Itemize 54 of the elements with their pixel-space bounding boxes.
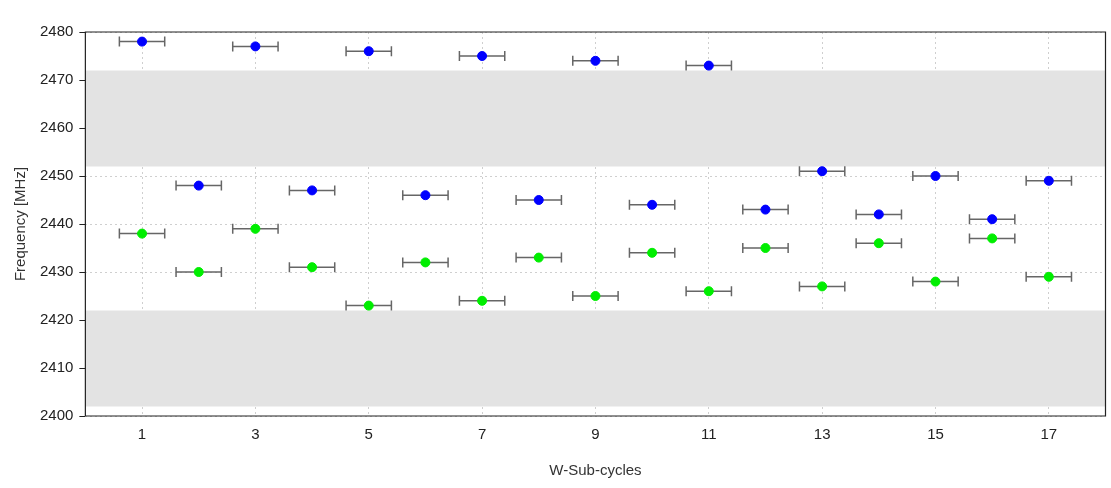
point bbox=[307, 262, 318, 273]
point bbox=[363, 300, 374, 311]
x-tick-label: 13 bbox=[813, 425, 831, 443]
point bbox=[873, 209, 884, 220]
point bbox=[987, 214, 998, 225]
x-tick-label: 7 bbox=[477, 425, 487, 443]
point bbox=[250, 223, 261, 234]
x-tick-label: 17 bbox=[1040, 425, 1058, 443]
point bbox=[930, 171, 941, 181]
point bbox=[647, 247, 658, 258]
point bbox=[477, 295, 488, 306]
y-tick-label: 2470 bbox=[39, 70, 74, 88]
point bbox=[817, 166, 828, 177]
x-tick-label: 1 bbox=[137, 425, 147, 443]
y-tick-label: 2440 bbox=[39, 214, 74, 232]
point bbox=[250, 41, 261, 52]
y-tick-label: 2410 bbox=[39, 358, 74, 376]
point bbox=[307, 185, 318, 196]
point bbox=[760, 204, 771, 215]
point bbox=[1043, 271, 1054, 282]
point bbox=[193, 180, 204, 191]
x-tick-label: 3 bbox=[251, 425, 260, 443]
x-tick-label: 15 bbox=[927, 425, 944, 443]
point bbox=[930, 276, 941, 287]
y-tick-label: 2420 bbox=[39, 310, 74, 328]
x-tick-label: 5 bbox=[364, 425, 373, 443]
y-tick-label: 2480 bbox=[39, 22, 74, 40]
point bbox=[590, 55, 601, 66]
y-tick-label: 2430 bbox=[39, 262, 74, 280]
point bbox=[533, 252, 544, 263]
point bbox=[647, 199, 658, 210]
point bbox=[703, 286, 714, 297]
point bbox=[987, 233, 998, 244]
point bbox=[590, 291, 601, 301]
x-axis-title: W-Sub-cycles bbox=[549, 461, 642, 479]
y-tick-label: 2400 bbox=[39, 406, 74, 424]
point bbox=[873, 238, 884, 249]
point bbox=[1043, 175, 1054, 186]
point bbox=[477, 51, 488, 61]
point bbox=[760, 243, 771, 253]
point bbox=[363, 46, 374, 57]
point bbox=[137, 36, 148, 47]
y-tick-label: 2450 bbox=[39, 166, 74, 184]
point bbox=[703, 60, 714, 71]
point bbox=[817, 281, 828, 292]
point bbox=[137, 228, 148, 239]
point bbox=[533, 195, 544, 205]
x-tick-label: 9 bbox=[591, 425, 600, 443]
y-axis-title: Frequency [MHz] bbox=[11, 166, 29, 282]
y-tick-label: 2460 bbox=[39, 118, 74, 136]
point bbox=[420, 257, 431, 268]
point bbox=[420, 190, 431, 201]
point bbox=[193, 267, 204, 277]
x-tick-label: 11 bbox=[700, 425, 717, 443]
